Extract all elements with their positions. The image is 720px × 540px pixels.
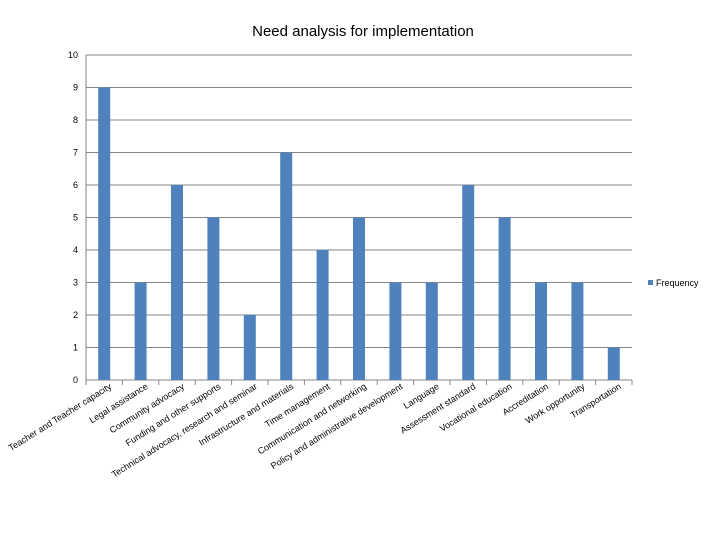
y-tick-label: 10: [68, 50, 78, 60]
bar: [571, 282, 584, 380]
bar: [498, 217, 511, 380]
legend-swatch: [648, 280, 653, 285]
bar: [280, 152, 293, 380]
y-tick-label: 6: [73, 180, 78, 190]
bar: [243, 315, 256, 380]
bar: [316, 250, 329, 380]
y-tick-label: 3: [73, 278, 78, 288]
bars: [98, 87, 620, 380]
y-tick-label: 5: [73, 213, 78, 223]
y-tick-label: 9: [73, 83, 78, 93]
y-axis-tick-labels: 0 1 2 3 4 5 6 7 8 9 10: [68, 50, 78, 385]
bar: [425, 282, 438, 380]
bar: [462, 185, 475, 380]
bar: [535, 282, 547, 380]
y-tick-label: 2: [73, 310, 78, 320]
bar: [171, 185, 183, 380]
bar: [207, 217, 220, 380]
y-tick-label: 0: [73, 375, 78, 385]
y-tick-label: 4: [73, 245, 78, 255]
bar: [353, 217, 365, 380]
chart-title: Need analysis for implementation: [252, 23, 474, 40]
bar: [389, 282, 402, 380]
bar: [134, 282, 147, 380]
bar: [98, 87, 111, 380]
legend: Frequency: [648, 278, 699, 288]
y-tick-label: 8: [73, 115, 78, 125]
y-tick-label: 1: [73, 343, 78, 353]
y-tick-label: 7: [73, 148, 78, 158]
legend-label: Frequency: [656, 278, 699, 288]
bar: [607, 347, 620, 380]
